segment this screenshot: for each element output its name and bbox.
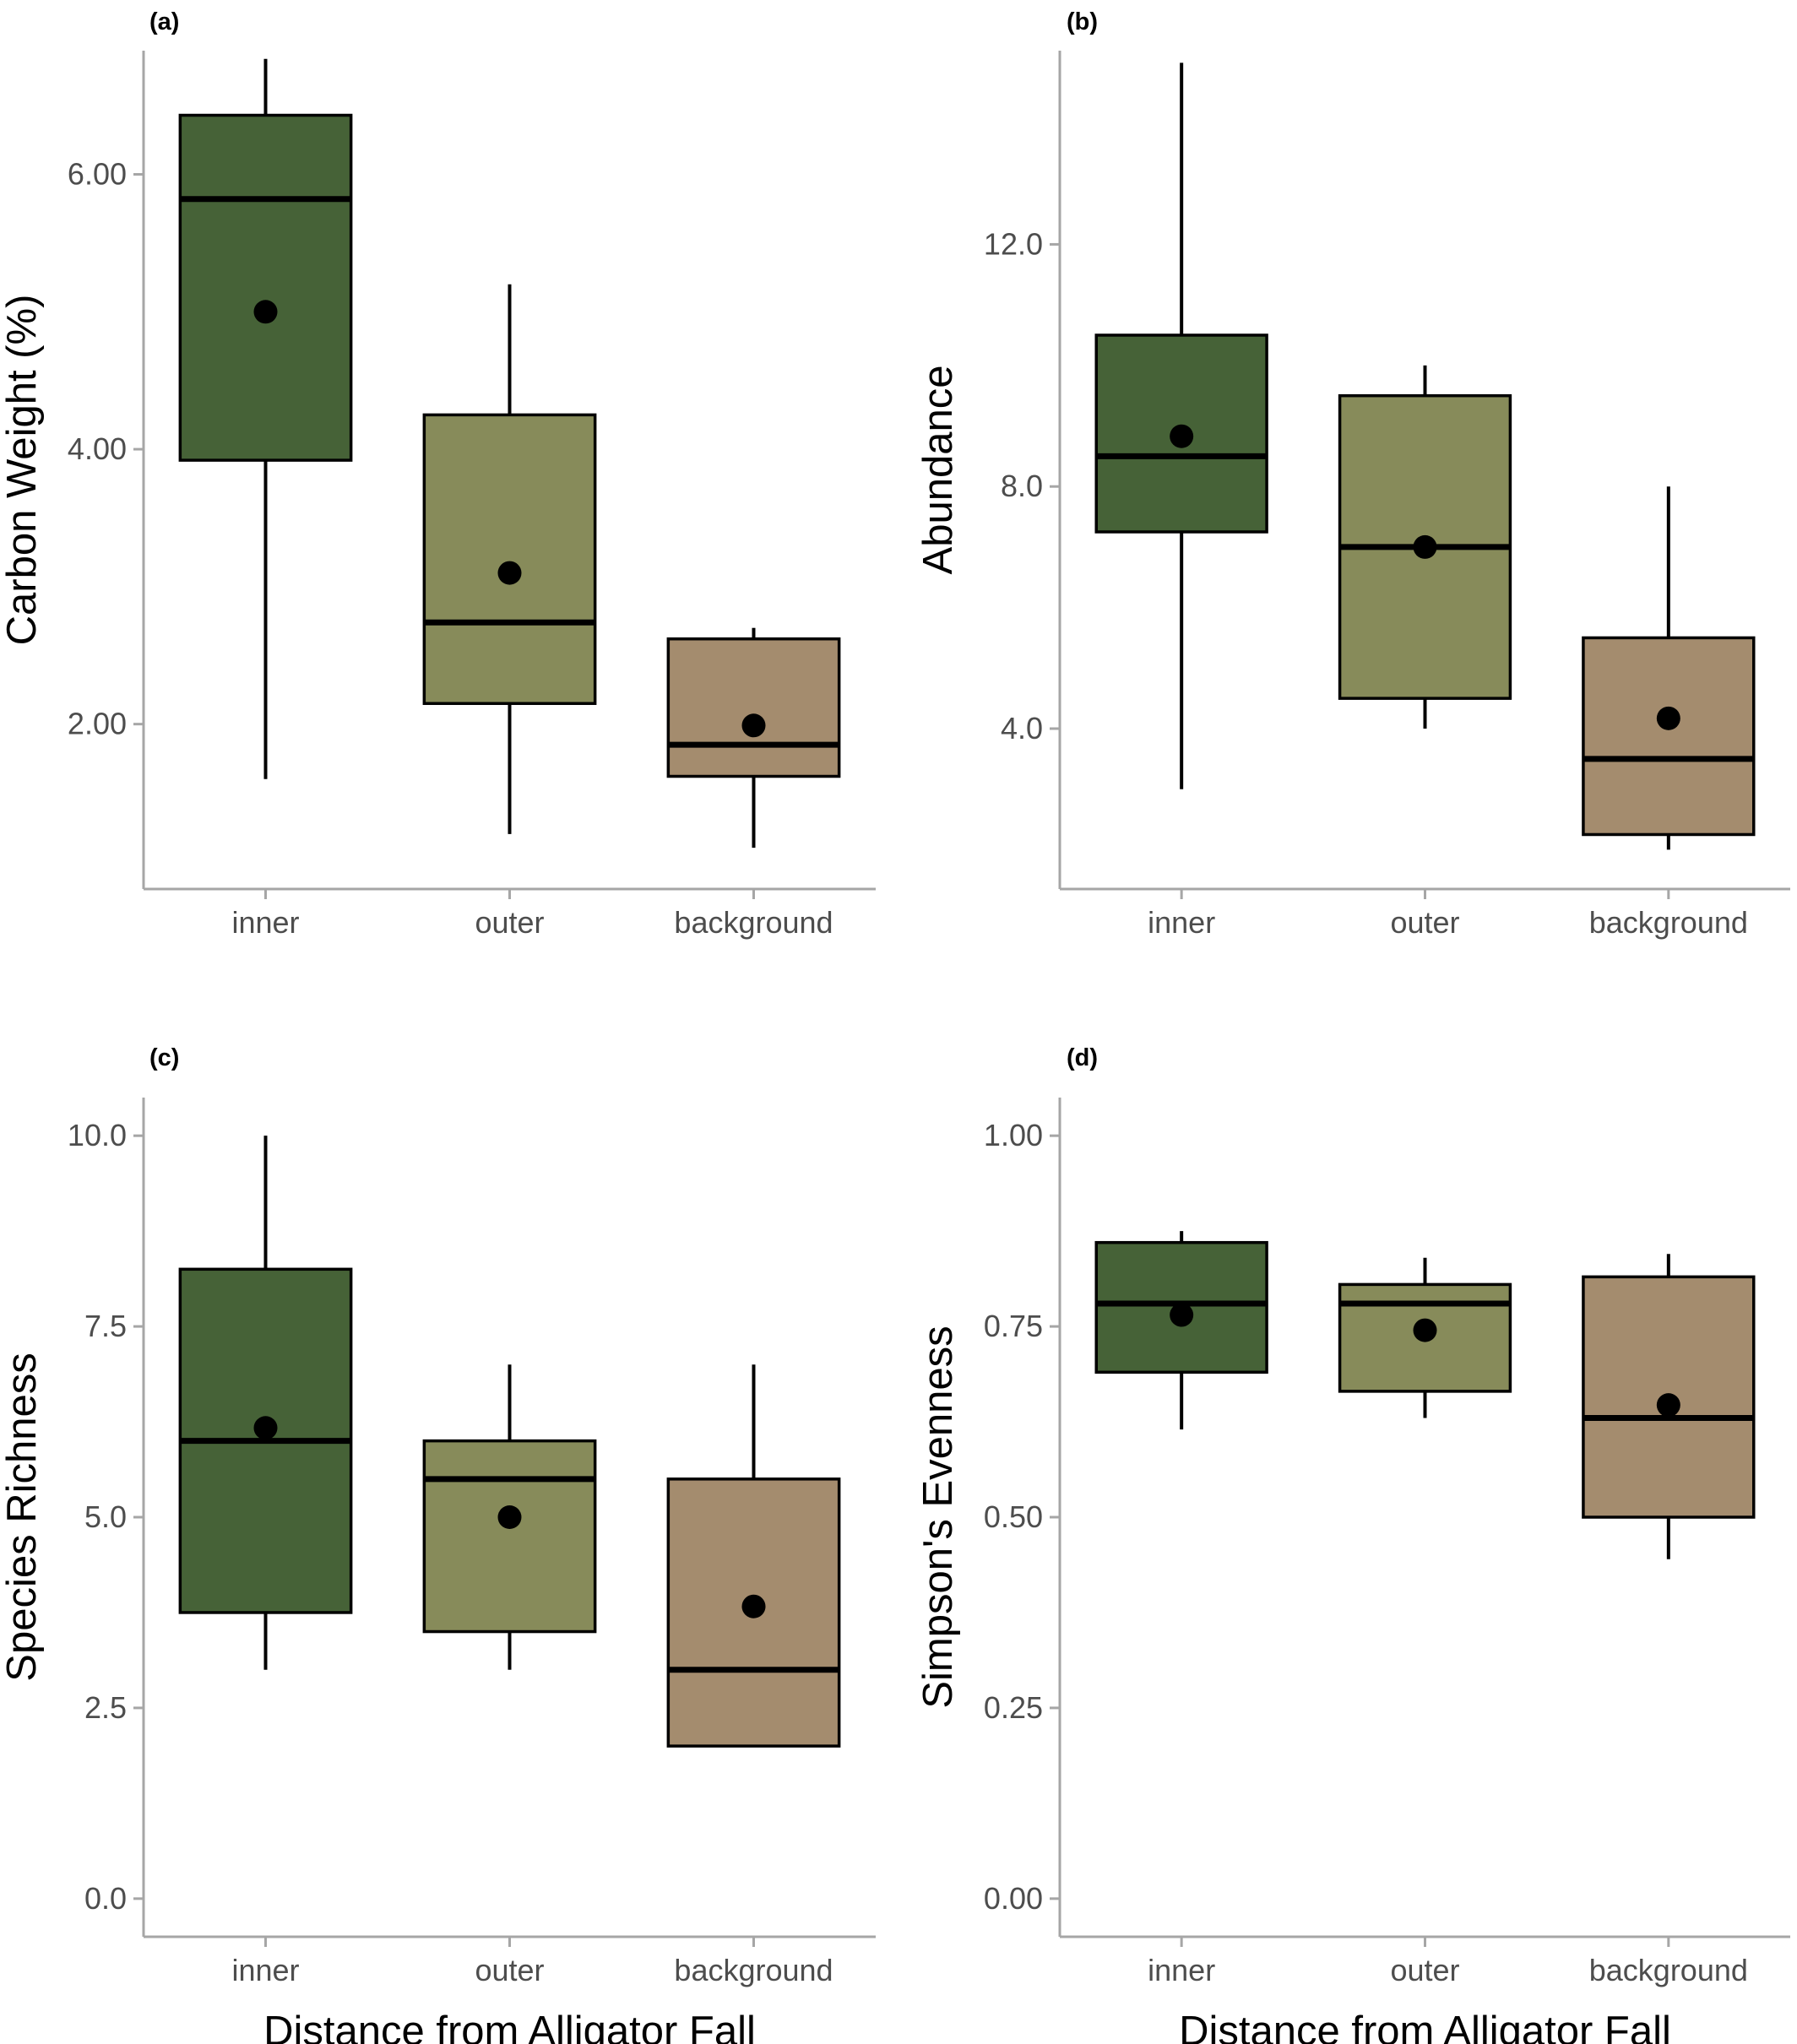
mean-point <box>1170 424 1194 448</box>
mean-point <box>253 1416 278 1440</box>
y-tick-label: 0.0 <box>84 1881 127 1916</box>
mean-point <box>497 1505 522 1529</box>
x-tick-label-outer: outer <box>1390 1953 1459 1987</box>
y-axis-title: Carbon Weight (%) <box>0 295 45 646</box>
mean-point <box>1656 706 1680 730</box>
iqr-box <box>666 637 841 778</box>
y-tick-label: 0.25 <box>984 1690 1043 1725</box>
box-background <box>666 627 841 849</box>
panel-b: (b) 4.0 8.0 12.0 Abundance inner outer backgrou… <box>915 8 1790 940</box>
y-tick-label: 7.5 <box>84 1309 127 1343</box>
y-tick-label: 0.50 <box>984 1499 1043 1534</box>
x-tick-label-background: background <box>1589 905 1748 940</box>
panel-a: (a) 2.00 4.00 6.00 Carbon Weight (%) inner out… <box>0 8 876 940</box>
box-outer <box>1338 1257 1512 1418</box>
x-tick-label-background: background <box>674 905 833 940</box>
mean-point <box>741 1594 766 1618</box>
box-background <box>1582 486 1756 850</box>
mean-point <box>497 561 522 585</box>
y-tick-label: 8.0 <box>1001 469 1043 503</box>
x-tick-label-outer: outer <box>475 1953 544 1987</box>
y-tick-label: 6.00 <box>68 157 127 192</box>
box-inner <box>178 58 353 779</box>
panel-tag: (a) <box>149 8 179 35</box>
iqr-box <box>422 413 597 705</box>
box-inner <box>1094 1231 1268 1430</box>
y-tick-label: 12.0 <box>984 226 1043 261</box>
x-axis-title: Distance from Alligator Fall <box>263 2009 756 2044</box>
box-outer <box>422 1364 597 1670</box>
panel-tag: (d) <box>1067 1044 1098 1071</box>
box-background <box>1582 1254 1756 1559</box>
y-tick-label: 4.00 <box>68 431 127 466</box>
mean-point <box>1656 1393 1680 1418</box>
x-tick-label-inner: inner <box>1148 905 1215 940</box>
x-axis-title: Distance from Alligator Fall <box>1179 2009 1671 2044</box>
mean-point <box>253 300 278 324</box>
x-tick-label-inner: inner <box>1148 1953 1215 1987</box>
y-tick-label: 5.0 <box>84 1499 127 1534</box>
panel-tag: (b) <box>1067 8 1098 35</box>
mean-point <box>1170 1303 1194 1327</box>
panel-tag: (c) <box>149 1044 179 1071</box>
panel-d: (d) 0.00 0.25 0.50 0.75 1.00 Simpson's Evennes… <box>915 1044 1790 2044</box>
mean-point <box>1413 1318 1437 1342</box>
x-tick-label-background: background <box>674 1953 833 1987</box>
iqr-box <box>1582 636 1756 837</box>
x-tick-label-outer: outer <box>475 905 544 940</box>
iqr-box <box>178 113 353 462</box>
mean-point <box>741 713 766 738</box>
box-inner <box>1094 62 1268 789</box>
y-tick-label: 4.0 <box>1001 711 1043 745</box>
box-outer <box>1338 365 1512 729</box>
y-tick-label: 1.00 <box>984 1118 1043 1152</box>
y-axis-title: Simpson's Evenness <box>915 1326 961 1708</box>
x-tick-label-background: background <box>1589 1953 1748 1987</box>
x-tick-label-outer: outer <box>1390 905 1459 940</box>
y-axis-title: Species Richness <box>0 1353 45 1681</box>
y-tick-label: 10.0 <box>68 1118 127 1152</box>
mean-point <box>1413 534 1437 559</box>
y-tick-label: 0.75 <box>984 1309 1043 1343</box>
iqr-box <box>422 1439 597 1634</box>
box-inner <box>178 1136 353 1670</box>
y-tick-label: 0.00 <box>984 1881 1043 1916</box>
y-tick-label: 2.5 <box>84 1690 127 1725</box>
panel-c: (c) 0.0 2.5 5.0 7.5 10.0 Species Richness inner… <box>0 1044 876 2044</box>
y-tick-label: 2.00 <box>68 707 127 741</box>
y-axis-title: Abundance <box>915 366 961 575</box>
box-outer <box>422 284 597 834</box>
x-tick-label-inner: inner <box>231 1953 299 1987</box>
x-tick-label-inner: inner <box>231 905 299 940</box>
box-background <box>666 1364 841 1748</box>
